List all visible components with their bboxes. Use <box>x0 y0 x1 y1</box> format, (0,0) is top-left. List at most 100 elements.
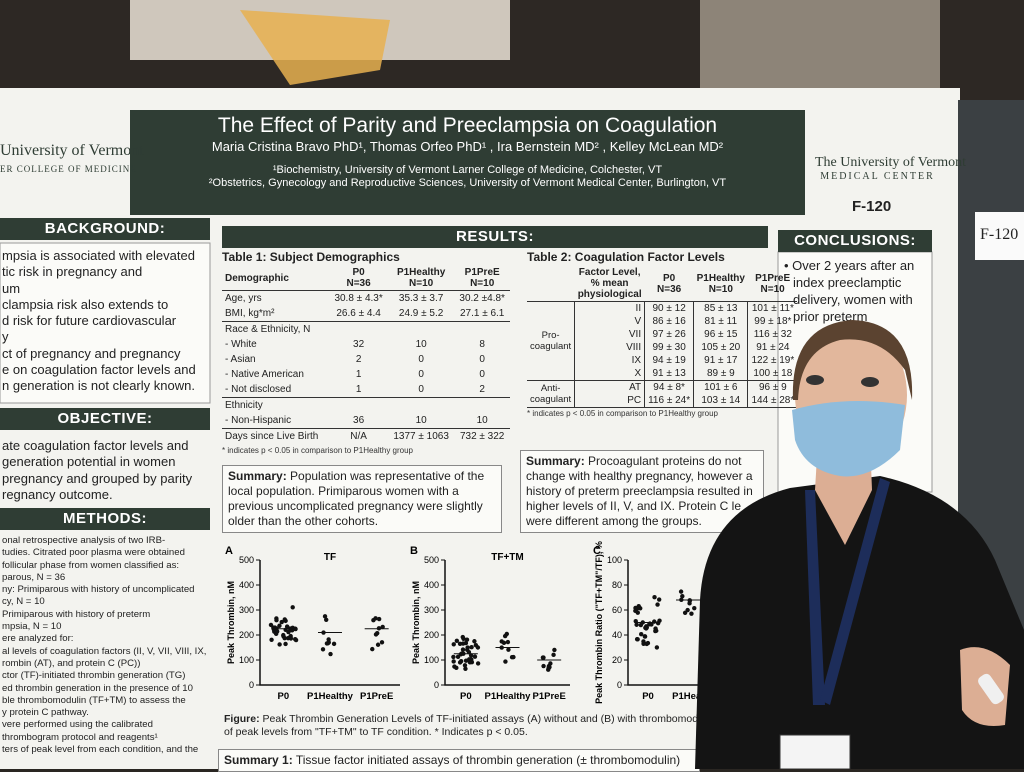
wall-sign-text: F-120 <box>980 226 1019 243</box>
dot <box>288 636 294 641</box>
watch <box>978 673 1004 705</box>
header-text: N=36 <box>657 283 682 295</box>
dot <box>472 639 477 644</box>
badge <box>779 734 851 769</box>
table-cell: 10 <box>415 415 427 426</box>
header-text: N=10 <box>409 278 434 289</box>
header-cell: Factor Level,% mean physiological <box>575 266 645 302</box>
summary-text: Tissue factor initiated assays of thromb… <box>295 753 681 767</box>
header-row: Demographic P0 N=36 P1Healthy N=10 P1PreE N=10 <box>222 266 510 291</box>
table-cell: - Not disclosed <box>225 384 292 395</box>
booth-number: F-120 <box>852 198 892 215</box>
dot <box>541 663 546 669</box>
table-row: BMI, kg*m² 26.6 ± 4.4 24.9 ± 5.2 27.1 ± 6.1 <box>222 306 510 322</box>
header-text: N=36 <box>346 278 371 289</box>
dot <box>454 638 460 643</box>
lanyard <box>805 490 825 705</box>
text-line: y <box>2 329 9 345</box>
table-cell: - Asian <box>225 354 256 365</box>
background-box <box>0 242 211 404</box>
table-cell: 99 ± 18* <box>747 315 798 328</box>
y-tick-label: 400 <box>239 580 254 590</box>
dot <box>475 645 481 650</box>
table-cell: 90 ± 12 <box>644 301 694 315</box>
x-tick-label: P0 <box>278 691 290 702</box>
table-cell: 1 <box>355 369 362 380</box>
table-cell: 91 ± 13 <box>644 367 694 381</box>
text-line: parous, N = 36 <box>2 571 66 583</box>
table-cell: Age, yrs <box>225 293 262 304</box>
text-line: delivery, women with <box>793 292 913 307</box>
table-cell: 91 ± 24 <box>747 341 798 354</box>
text-line: ate coagulation factor levels and <box>2 438 189 453</box>
table-cell: 30.2 ±4.8* <box>459 293 505 304</box>
table-cell: 97 ± 26 <box>644 328 694 341</box>
dot <box>274 629 280 634</box>
header-text: Demographic <box>225 272 289 284</box>
dot <box>277 642 282 647</box>
dot <box>322 614 328 619</box>
dot <box>370 646 375 652</box>
panel-letter: B <box>410 545 418 557</box>
y-tick-label: 300 <box>424 605 439 615</box>
dot <box>269 637 274 642</box>
y-tick-label: 20 <box>612 655 622 665</box>
dot <box>644 641 649 647</box>
y-tick-label: 100 <box>424 655 439 665</box>
body <box>695 476 1024 769</box>
dot <box>462 663 468 668</box>
dot <box>460 647 466 652</box>
header-text: N=10 <box>708 283 733 295</box>
text-line: vere performed using the calibrated <box>2 719 153 731</box>
x-tick-label: P0 <box>642 691 654 702</box>
header-text: physiological <box>577 289 642 300</box>
text-line: Primiparous with history of preterm <box>2 608 151 620</box>
lanyard <box>820 478 890 705</box>
header-cell: P1Healthy N=10 <box>694 266 748 302</box>
text-line: al levels of coagulation factors (II, V,… <box>2 645 207 657</box>
dot <box>472 654 478 659</box>
x-tick-label: P1Healthy <box>307 691 354 702</box>
table-cell: 0 <box>418 354 424 365</box>
text-line: • Over 2 years after an <box>784 258 915 273</box>
table-cell: 0 <box>418 369 424 380</box>
y-axis-label: Peak Thrombin, nM <box>411 581 421 664</box>
dot <box>635 637 640 642</box>
table-row: VII 97 ± 26 96 ± 15 116 ± 32 <box>527 328 798 341</box>
dot <box>692 605 697 611</box>
dot <box>642 634 648 639</box>
table-cell: Days since Live Birth <box>225 431 319 442</box>
dot <box>649 622 654 627</box>
summary-text: Procoagulant proteins do not change with… <box>526 454 753 528</box>
text-line: y protein C pathway. <box>2 707 89 719</box>
table-cell: 86 ± 16 <box>644 315 694 328</box>
table-cell: 100 ± 18 <box>747 367 798 381</box>
table-cell: 101 ± 11* <box>747 301 798 315</box>
panel-title: TF+TM <box>491 552 524 563</box>
table-row: Ethnicity <box>222 398 510 414</box>
text-line: onal retrospective analysis of two IRB- <box>2 535 166 546</box>
panel-title: TF <box>324 552 336 563</box>
table-row: - White 32 10 8 <box>222 337 510 352</box>
table-row: - Non-Hispanic 36 10 10 <box>222 413 510 429</box>
table-cell: - White <box>225 339 257 350</box>
y-tick-label: 500 <box>424 555 439 565</box>
text-line: thrombogram protocol and reagents¹ <box>2 731 158 743</box>
table-cell: PC <box>574 394 645 408</box>
table-cell: - Native American <box>225 369 304 380</box>
text-line: University of Vermont <box>0 142 144 159</box>
dot <box>654 645 660 650</box>
y-tick-label: 80 <box>612 580 622 590</box>
text-line: mpsia is associated with elevated <box>2 248 195 263</box>
table-row: Days since Live Birth N/A 1377 ± 1063 732 ±… <box>222 429 510 445</box>
table-cell: X <box>574 367 645 381</box>
dot <box>504 631 509 637</box>
poster-title: The Effect of Parity and Preeclampsia on… <box>217 114 718 137</box>
methods-heading: METHODS: <box>0 508 210 530</box>
dot <box>331 641 337 647</box>
header-cell: P0 N=36 <box>329 266 388 291</box>
dot <box>373 616 378 621</box>
y-axis-label: Peak Thrombin, nM <box>226 581 236 664</box>
